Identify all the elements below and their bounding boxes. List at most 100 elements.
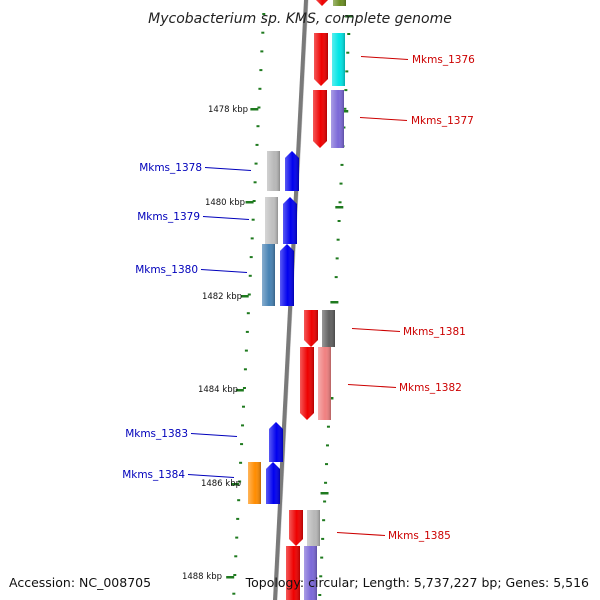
Mkms_1380-block[interactable] [262,244,275,306]
Mkms_1385-block[interactable] [307,510,320,546]
Mkms_1379-arrow[interactable] [283,197,297,244]
kbp-label-1478: 1478 kbp [208,105,248,115]
major-tick-right [335,206,344,209]
minor-tick-right [321,537,325,540]
gene-leader-line [187,474,235,478]
gene-label-mkms_1376[interactable]: Mkms_1376 [412,54,475,66]
gene-leader-line [202,216,250,220]
minor-tick-left [235,536,239,539]
Mkms_1384-arrow[interactable] [266,462,280,504]
Mkms_1378-block[interactable] [267,151,280,191]
Mkms_1376-arrow[interactable] [314,33,328,86]
minor-tick-left [255,143,259,146]
minor-tick-left [253,181,257,184]
minor-tick-left [257,106,261,109]
minor-tick-right [337,220,341,222]
minor-tick-left [251,218,255,221]
Mkms_1377-arrow[interactable] [313,90,327,148]
kbp-label-1484: 1484 kbp [198,385,238,395]
minor-tick-right [325,463,329,466]
gene-label-mkms_1382[interactable]: Mkms_1382 [399,382,462,394]
minor-tick-right [335,257,339,260]
minor-tick-left [248,274,252,277]
Mkms_1383-arrow[interactable] [269,422,283,462]
minor-tick-left [252,200,256,202]
minor-tick-left [258,87,262,90]
minor-tick-right [324,481,328,484]
gene-leader-line [351,328,401,332]
minor-tick-left [259,69,263,72]
minor-tick-right [320,556,324,559]
Mkms_1377-block[interactable] [331,90,344,148]
minor-tick-right [338,201,342,204]
minor-tick-left [254,162,258,165]
Mkms_1384-block[interactable] [248,462,261,504]
Mkms_1385-arrow[interactable] [289,510,303,546]
gene-label-mkms_1381[interactable]: Mkms_1381 [403,326,466,338]
Mkms_1379-block[interactable] [265,197,278,244]
gene-leader-line [204,167,252,171]
minor-tick-left [260,50,264,53]
minor-tick-left [237,499,241,502]
map-title: Mycobacterium sp. KMS, complete genome [148,11,452,27]
minor-tick-left [250,237,254,240]
major-tick [245,201,254,204]
gene-features [248,0,346,600]
minor-tick-left [249,256,253,259]
minor-tick-left [241,405,245,408]
gene-label-mkms_1383[interactable]: Mkms_1383 [125,428,188,440]
gene-label-mkms_1378[interactable]: Mkms_1378 [139,162,202,174]
partial-top-block[interactable] [333,0,346,6]
minor-tick-left [261,31,265,34]
gene-leader-line [347,384,397,388]
minor-tick-right [325,444,329,447]
minor-tick-left [239,461,243,464]
Mkms_1376-block[interactable] [332,33,345,86]
kbp-label-1486: 1486 kbp [201,479,241,489]
minor-tick-right [322,519,326,522]
major-tick-right [340,110,349,113]
topology-info: Topology: circular; Length: 5,737,227 bp… [245,575,589,590]
Mkms_1380-arrow[interactable] [280,244,294,306]
minor-tick-right [326,425,330,428]
partial-bottom-block[interactable] [304,546,317,600]
partial-bottom-arrow[interactable] [286,546,300,600]
gene-leader-line [359,117,408,121]
minor-tick-right [345,70,349,73]
minor-tick-right [318,594,322,596]
minor-tick-right [319,575,323,578]
minor-tick-left [247,293,251,296]
Mkms_1382-block[interactable] [318,347,331,420]
major-tick-right [330,301,339,304]
major-tick [240,295,249,298]
minor-tick-left [242,387,246,389]
Mkms_1381-arrow[interactable] [304,310,318,347]
major-tick [230,483,239,486]
gene-label-mkms_1377[interactable]: Mkms_1377 [411,115,474,127]
minor-tick-left [234,555,238,558]
Mkms_1382-arrow[interactable] [300,347,314,420]
minor-tick-left [240,443,244,446]
minor-tick-left [245,330,249,333]
Mkms_1381-block[interactable] [322,310,335,347]
minor-tick-right [334,276,338,279]
minor-tick-right [343,107,347,110]
major-tick [250,108,259,111]
minor-tick-right [346,51,350,54]
partial-top-arrow[interactable] [315,0,329,6]
minor-tick-left [238,480,242,483]
gene-leader-line [336,532,386,536]
major-tick [235,389,244,392]
Mkms_1378-arrow[interactable] [285,151,299,191]
major-tick-right [320,492,329,495]
minor-tick-right [323,500,327,503]
gene-label-mkms_1384[interactable]: Mkms_1384 [122,469,185,481]
gene-leader-line [190,433,238,437]
gene-label-mkms_1385[interactable]: Mkms_1385 [388,530,451,542]
minor-tick-right [336,238,340,241]
minor-tick-right [339,182,343,185]
gene-label-mkms_1379[interactable]: Mkms_1379 [137,211,200,223]
gene-label-mkms_1380[interactable]: Mkms_1380 [135,264,198,276]
